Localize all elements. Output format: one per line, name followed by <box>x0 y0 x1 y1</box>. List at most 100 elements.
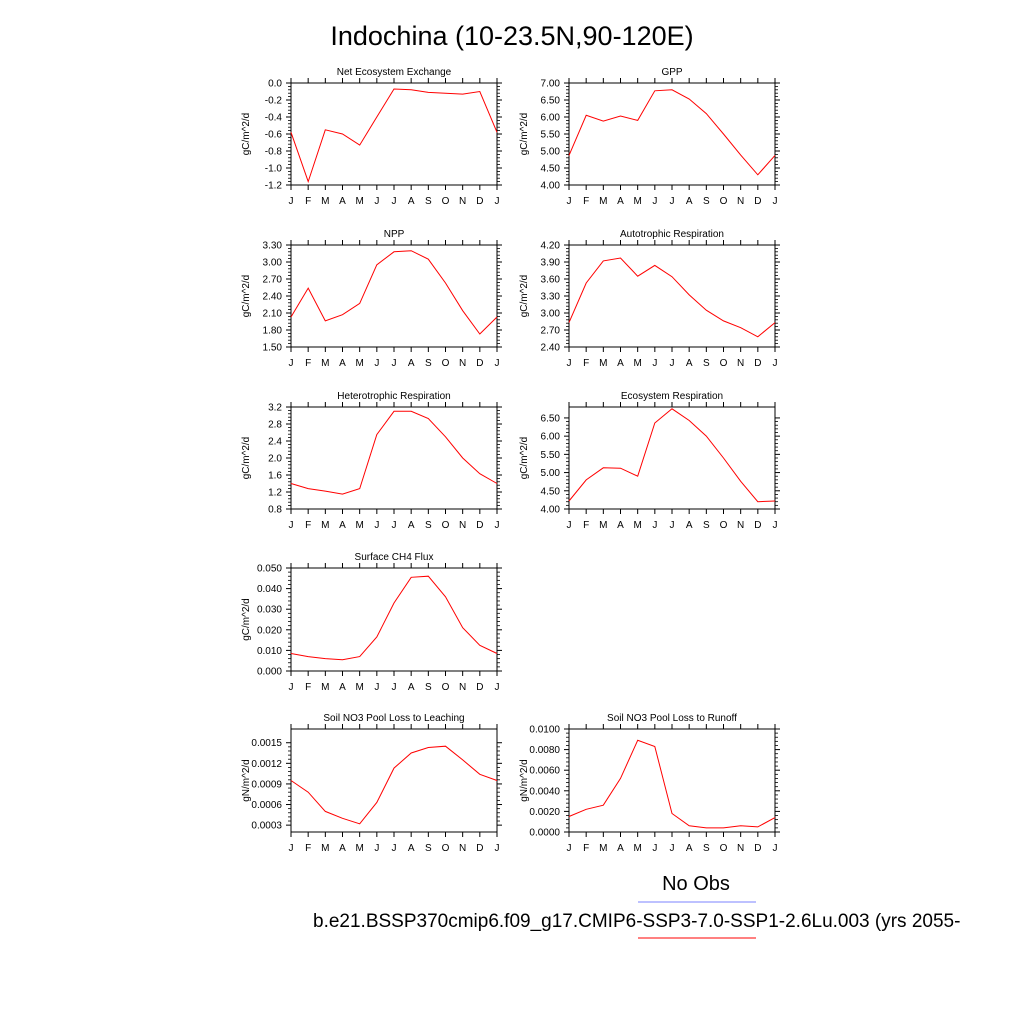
y-tick-label: 0.000 <box>257 667 282 678</box>
x-tick-label: M <box>321 843 329 854</box>
y-tick-label: 1.6 <box>268 471 282 482</box>
series-line-0 <box>290 250 498 335</box>
x-tick-label: J <box>773 843 778 854</box>
x-tick-label: D <box>476 682 483 693</box>
panel-npp: NPP gC/m^2/d 1.50 1.80 2.10 2.40 2.70 3.00 3.30 J… <box>241 229 502 369</box>
plot-frame <box>290 567 498 672</box>
x-tick-label: A <box>339 520 346 531</box>
x-tick-label: F <box>305 682 311 693</box>
y-tick-label: 0.0020 <box>529 807 560 818</box>
x-tick-label: D <box>754 358 761 369</box>
x-tick-label: N <box>737 520 744 531</box>
y-tick-label: 6.50 <box>541 96 561 107</box>
x-tick-label: A <box>339 843 346 854</box>
series-line-0 <box>290 410 498 495</box>
y-tick-label: 2.10 <box>263 309 283 320</box>
x-tick-label: M <box>599 520 607 531</box>
plot-frame <box>290 728 498 833</box>
x-tick-label: D <box>754 843 761 854</box>
y-tick-label: -0.8 <box>265 147 283 158</box>
plot-frame <box>568 728 776 833</box>
x-tick-label: M <box>355 843 363 854</box>
x-tick-label: N <box>737 358 744 369</box>
x-tick-label: D <box>754 196 761 207</box>
y-tick-label: 4.50 <box>541 486 561 497</box>
plot-frame <box>568 244 776 348</box>
panel-ecosystem-respiration: Ecosystem Respiration gC/m^2/d 4.00 4.50 5.0… <box>519 391 780 531</box>
y-tick-label: 3.90 <box>541 258 561 269</box>
y-tick-label: 5.50 <box>541 450 561 461</box>
y-tick-label: 2.70 <box>263 275 283 286</box>
x-tick-label: J <box>374 520 379 531</box>
panel-soil-no3-pool-loss-to-leaching: Soil NO3 Pool Loss to LeachinggN/m^2/d0.… <box>241 713 502 854</box>
x-tick-label: A <box>686 843 693 854</box>
x-tick-label: M <box>321 196 329 207</box>
x-tick-label: J <box>652 843 657 854</box>
x-tick-label: J <box>289 196 294 207</box>
x-tick-label: M <box>355 682 363 693</box>
x-tick-label: A <box>686 358 693 369</box>
x-tick-label: J <box>495 682 500 693</box>
y-tick-label: 2.70 <box>541 326 561 337</box>
plot-frame <box>290 406 498 510</box>
x-tick-label: M <box>599 196 607 207</box>
x-tick-label: M <box>633 843 641 854</box>
y-axis-label: gC/m^2/d <box>241 437 252 480</box>
y-tick-label: 3.30 <box>263 241 283 252</box>
x-tick-label: D <box>476 358 483 369</box>
x-tick-label: A <box>408 520 415 531</box>
y-tick-label: 5.00 <box>541 147 561 158</box>
x-tick-label: M <box>633 358 641 369</box>
x-tick-label: F <box>305 196 311 207</box>
panel-soil-no3-pool-loss-to-runoff: Soil NO3 Pool Loss to Runoff gN/m^2/d 0.00… <box>519 713 780 854</box>
x-tick-label: S <box>425 358 432 369</box>
panel-title: Autotrophic Respiration <box>620 229 724 240</box>
series-line-0 <box>290 745 498 825</box>
x-tick-label: M <box>355 358 363 369</box>
x-tick-label: J <box>567 843 572 854</box>
x-tick-label: J <box>289 843 294 854</box>
x-tick-label: J <box>374 682 379 693</box>
y-tick-label: 0.0100 <box>529 725 560 736</box>
panel-heterotrophic-respiration: Heterotrophic Respiration gC/m^2/d 0.8 1.2 1… <box>241 391 502 531</box>
y-axis-label: gC/m^2/d <box>519 437 530 480</box>
panel-title: GPP <box>661 67 682 78</box>
x-tick-label: D <box>754 520 761 531</box>
y-tick-label: 1.50 <box>263 343 283 354</box>
panel-title: Soil NO3 Pool Loss to Runoff <box>607 713 737 724</box>
y-tick-label: 0.0012 <box>251 759 282 770</box>
y-axis-label: gC/m^2/d <box>519 275 530 318</box>
x-tick-label: A <box>617 358 624 369</box>
y-tick-label: -0.6 <box>265 130 283 141</box>
x-tick-label: A <box>617 520 624 531</box>
y-tick-label: 0.0003 <box>251 821 282 832</box>
x-tick-label: J <box>567 358 572 369</box>
x-tick-label: F <box>583 520 589 531</box>
x-tick-label: M <box>355 196 363 207</box>
y-axis-label: gN/m^2/d <box>241 759 252 802</box>
y-tick-label: 0.0000 <box>529 828 560 839</box>
x-tick-label: S <box>703 358 710 369</box>
x-tick-label: J <box>670 358 675 369</box>
plot-frame <box>568 82 776 186</box>
y-tick-label: 3.60 <box>541 275 561 286</box>
legend-model-label: b.e21.BSSP370cmip6.f09_g17.CMIP6-SSP3-7.… <box>313 911 960 932</box>
y-tick-label: 4.00 <box>541 181 561 192</box>
x-tick-label: J <box>495 196 500 207</box>
y-axis-label: gC/m^2/d <box>241 275 252 318</box>
y-tick-label: 0.030 <box>257 605 282 616</box>
y-tick-label: 7.00 <box>541 79 561 90</box>
x-tick-label: S <box>703 520 710 531</box>
x-tick-label: J <box>289 520 294 531</box>
y-tick-label: 0.0015 <box>251 738 282 749</box>
y-axis-label: gN/m^2/d <box>519 759 530 802</box>
x-tick-label: J <box>652 520 657 531</box>
x-tick-label: M <box>633 196 641 207</box>
series-line-0 <box>568 257 776 338</box>
x-tick-label: J <box>374 196 379 207</box>
y-tick-label: 6.50 <box>541 413 561 424</box>
x-tick-label: N <box>459 358 466 369</box>
y-tick-label: 0.040 <box>257 584 282 595</box>
x-tick-label: N <box>737 843 744 854</box>
